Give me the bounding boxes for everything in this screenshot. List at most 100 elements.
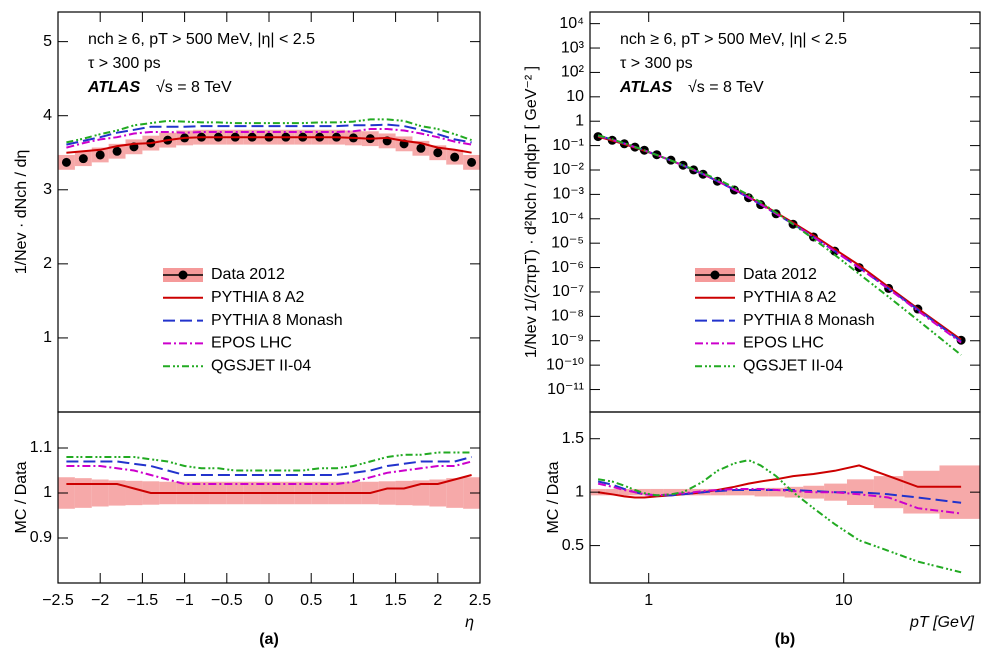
data-point (467, 157, 477, 167)
series-line (66, 123, 472, 146)
x-tick-label: 1.5 (384, 592, 406, 609)
y-tick-label: 1.5 (562, 430, 584, 447)
x-tick-label: 2.5 (469, 592, 491, 609)
x-tick-label: −2 (91, 592, 109, 609)
y-axis-label: MC / Data (13, 461, 30, 533)
error-band (903, 470, 940, 514)
series-line (66, 451, 472, 472)
legend-label: PYTHIA 8 A2 (211, 289, 304, 306)
error-band (873, 476, 904, 509)
x-axis-label: pT [GeV] (909, 614, 975, 631)
y-tick-label: 10⁻¹ (552, 137, 584, 154)
error-band (125, 480, 143, 506)
panel-label: (a) (259, 631, 279, 648)
x-tick-label: 0.5 (300, 592, 322, 609)
y-tick-label: 10 (566, 88, 584, 105)
plot-area (590, 459, 980, 574)
legend-label: QGSJET II-04 (211, 357, 311, 374)
annotation: ATLAS (619, 79, 672, 96)
series-line (66, 128, 472, 149)
x-tick-label: 1 (644, 592, 653, 609)
legend-marker (710, 270, 720, 280)
error-band (754, 487, 769, 497)
y-tick-label: 1 (575, 112, 584, 129)
data-point (61, 157, 71, 167)
annotation: ATLAS (87, 79, 140, 96)
y-tick-label: 10⁻⁹ (551, 332, 584, 349)
y-tick-label: 10⁻¹⁰ (546, 356, 584, 373)
series-line (66, 474, 472, 494)
error-band (395, 480, 413, 506)
annotation: τ > 300 ps (620, 55, 693, 72)
series-line (66, 460, 472, 485)
y-tick-label: 1 (575, 483, 584, 500)
data-point (450, 152, 460, 162)
data-point (112, 146, 122, 156)
data-point (95, 150, 105, 160)
y-tick-label: 0.9 (30, 529, 52, 546)
y-tick-label: 2 (43, 255, 52, 272)
y-tick-label: 4 (43, 107, 52, 124)
y-tick-label: 1 (43, 484, 52, 501)
legend-label: PYTHIA 8 Monash (743, 312, 875, 329)
x-tick-label: 2 (433, 592, 442, 609)
series-line (597, 459, 962, 574)
plot-area (593, 132, 966, 356)
y-tick-label: 1.1 (30, 439, 52, 456)
y-tick-label: 10⁻⁵ (551, 234, 584, 251)
series-line (597, 135, 962, 341)
error-band (784, 486, 804, 498)
y-tick-label: 10⁻⁶ (551, 259, 584, 276)
x-tick-label: −0.5 (211, 592, 243, 609)
error-band (378, 481, 396, 505)
error-band (91, 479, 109, 507)
y-tick-label: 5 (43, 33, 52, 50)
y-axis-label: 1/Nev · dNch / dη (13, 150, 30, 275)
error-band (446, 478, 464, 508)
error-band (605, 488, 619, 496)
series-line (597, 480, 962, 504)
series-line (597, 134, 962, 356)
legend-label: EPOS LHC (743, 335, 824, 352)
annotation: √s = 8 TeV (688, 79, 764, 96)
error-band (741, 488, 755, 496)
error-band (108, 480, 126, 506)
y-tick-label: 10² (561, 64, 585, 81)
x-tick-label: 10 (835, 592, 853, 609)
legend-label: Data 2012 (743, 266, 817, 283)
y-tick-label: 10⁻¹¹ (547, 381, 584, 398)
annotation: √s = 8 TeV (156, 79, 232, 96)
annotation: nch ≥ 6, pT > 500 MeV, |η| < 2.5 (620, 31, 847, 48)
annotation: nch ≥ 6, pT > 500 MeV, |η| < 2.5 (88, 31, 315, 48)
panel-label: (b) (775, 631, 795, 648)
series-line (66, 118, 472, 144)
legend-label: EPOS LHC (211, 335, 292, 352)
y-axis-label: MC / Data (545, 461, 562, 533)
y-tick-label: 10⁻³ (552, 186, 584, 203)
y-tick-label: 10³ (561, 39, 585, 56)
y-tick-label: 10⁴ (559, 15, 584, 32)
error-band (768, 487, 785, 497)
annotation: τ > 300 ps (88, 55, 161, 72)
y-tick-label: 0.5 (562, 537, 584, 554)
error-band (650, 488, 664, 496)
legend-marker (178, 270, 188, 280)
x-tick-label: −1 (175, 592, 193, 609)
data-point (78, 154, 88, 164)
error-band (74, 478, 92, 508)
data-point (433, 148, 443, 158)
error-band (663, 488, 677, 496)
y-axis-label: 1/Nev 1/(2πpT) · d²Nch / dηdpT [ GeV⁻² ] (523, 66, 540, 358)
series-line (597, 464, 962, 499)
legend-label: QGSJET II-04 (743, 357, 843, 374)
x-axis-label: η (465, 614, 474, 631)
data-point (416, 143, 426, 153)
series-line (66, 136, 472, 154)
y-tick-label: 10⁻⁷ (552, 283, 584, 300)
legend-label: PYTHIA 8 A2 (743, 289, 836, 306)
x-tick-label: 1 (349, 592, 358, 609)
error-band (710, 488, 726, 496)
y-tick-label: 10⁻⁴ (551, 210, 584, 227)
error-band (725, 488, 742, 496)
